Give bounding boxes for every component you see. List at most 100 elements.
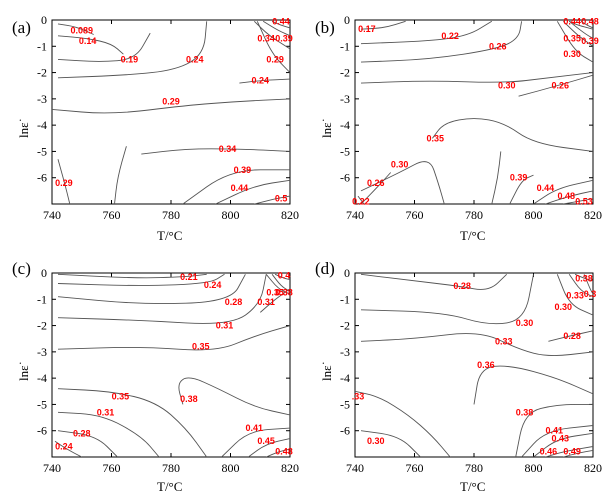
y-tick-label: -4	[340, 118, 350, 132]
x-tick-label: 780	[162, 208, 180, 222]
contour-level-label: 0.24	[186, 54, 204, 64]
x-axis-label: T/°C	[157, 228, 183, 243]
contour-level-label: 0.33	[495, 336, 513, 346]
contour-level-label: 0.48	[581, 16, 599, 26]
contour-level-label: 0.34	[257, 33, 275, 43]
y-tick-label: -3	[37, 345, 47, 359]
contour-level-label: 0.39	[275, 33, 293, 43]
contour-level-label: 0.35	[112, 392, 130, 402]
contour-line	[141, 148, 290, 155]
y-tick-label: 0	[41, 266, 47, 280]
contour-line	[518, 74, 593, 97]
contour-line	[271, 20, 290, 29]
contour-level-label: 0.44	[563, 16, 581, 26]
contour-level-label: 0.28	[563, 331, 581, 341]
contour-line	[563, 449, 593, 457]
y-tick-label: -6	[340, 424, 350, 438]
contour-level-label: 0.31	[97, 407, 115, 417]
contour-line	[521, 425, 593, 457]
y-tick-label: -6	[37, 171, 47, 185]
contour-level-label: 0.38	[275, 288, 293, 298]
x-tick-label: 800	[222, 208, 240, 222]
contour-line	[57, 32, 151, 62]
contour-level-label: 0.29	[162, 96, 180, 106]
contour-plot: 740 760 780 800 820 0 -1 -2 -3 -4 -5 -6 0.17 0.22 0.26…	[340, 13, 602, 222]
contour-level-label: 0.48	[275, 447, 293, 457]
contour-line	[248, 438, 290, 457]
contour-level-label: 0.30	[367, 436, 385, 446]
contour-line	[256, 21, 290, 73]
contour-line	[580, 20, 593, 29]
contour-line	[574, 273, 593, 282]
contour-level-label: 0.45	[257, 436, 275, 446]
contour-line	[360, 430, 421, 457]
contour-line	[221, 427, 290, 457]
contour-line	[556, 274, 593, 316]
contour-level-label: 0.38	[516, 407, 534, 417]
contour-level-label: 0.30	[554, 302, 572, 312]
contour-level-label: 0.17	[358, 24, 376, 34]
contour-level-label: 0.29	[55, 178, 73, 188]
x-tick-label: 800	[525, 208, 543, 222]
contour-level-label: 0.21	[180, 272, 198, 282]
x-tick-label: 760	[103, 461, 121, 475]
contour-level-label: 0.44	[231, 183, 249, 193]
contour-level-label: 0.43	[552, 434, 570, 444]
contour-line	[568, 20, 593, 39]
x-tick-label: 760	[406, 208, 424, 222]
y-tick-label: -2	[340, 319, 350, 333]
contour-level-label: 0.30	[563, 49, 581, 59]
contour-level-label: 0.44	[537, 183, 555, 193]
contour-lines	[355, 273, 593, 457]
y-tick-label: -3	[340, 92, 350, 106]
x-tick-label: 820	[281, 461, 299, 475]
contour-line	[569, 20, 593, 30]
contour-level-label: 0.19	[121, 54, 139, 64]
x-tick-label: 740	[43, 208, 61, 222]
contour-level-label: 0.14	[79, 36, 97, 46]
x-tick-label: 820	[281, 208, 299, 222]
contour-level-label: 0.26	[489, 41, 507, 51]
contour-level-label: 0.28	[225, 297, 243, 307]
contour-level-label: .33	[352, 392, 365, 402]
x-axis-label: T/°C	[460, 228, 486, 243]
contour-plot: 740 760 780 800 8200-1-2-3-4-5-60.280.300.30…	[340, 266, 602, 475]
contour-line	[583, 274, 593, 295]
y-tick-label: -2	[340, 66, 350, 80]
contour-line	[533, 179, 593, 204]
contour-line	[57, 23, 94, 35]
contour-line	[265, 274, 290, 295]
contour-line	[57, 411, 160, 457]
contour-line	[509, 174, 534, 204]
contour-level-label: 0.24	[55, 441, 73, 451]
contour-line	[355, 390, 451, 457]
y-tick-label: -4	[37, 371, 47, 385]
panel-label: (b)	[315, 18, 335, 37]
contour-line	[57, 274, 246, 304]
x-tick-label: 760	[406, 461, 424, 475]
contour-level-label: 0.36	[477, 360, 495, 370]
contour-line	[54, 440, 83, 457]
y-tick-label: -3	[37, 92, 47, 106]
contour-lines	[54, 273, 290, 457]
contour-level-label: 0.39	[234, 165, 252, 175]
x-tick-label: 780	[465, 461, 483, 475]
x-tick-label: 740	[346, 461, 364, 475]
contour-line	[57, 388, 208, 457]
contour-line	[360, 274, 534, 325]
x-tick-label: 760	[103, 208, 121, 222]
contour-line	[360, 21, 523, 63]
contour-line	[515, 403, 593, 457]
contour-line	[52, 98, 290, 114]
contour-level-label: 0.24	[204, 280, 222, 290]
contour-level-label: 0.35	[427, 133, 445, 143]
y-tick-label: -5	[37, 144, 47, 158]
y-tick-label: -4	[37, 118, 47, 132]
contour-plot: 740 760 780 800 8200-1-2-3-4-5-60.210.240.28…	[37, 266, 299, 475]
y-tick-label: 0	[41, 13, 47, 27]
contour-level-label: 0.44	[272, 16, 290, 26]
y-tick-label: -1	[340, 292, 350, 306]
contour-line	[57, 274, 267, 324]
contour-line	[360, 20, 493, 45]
